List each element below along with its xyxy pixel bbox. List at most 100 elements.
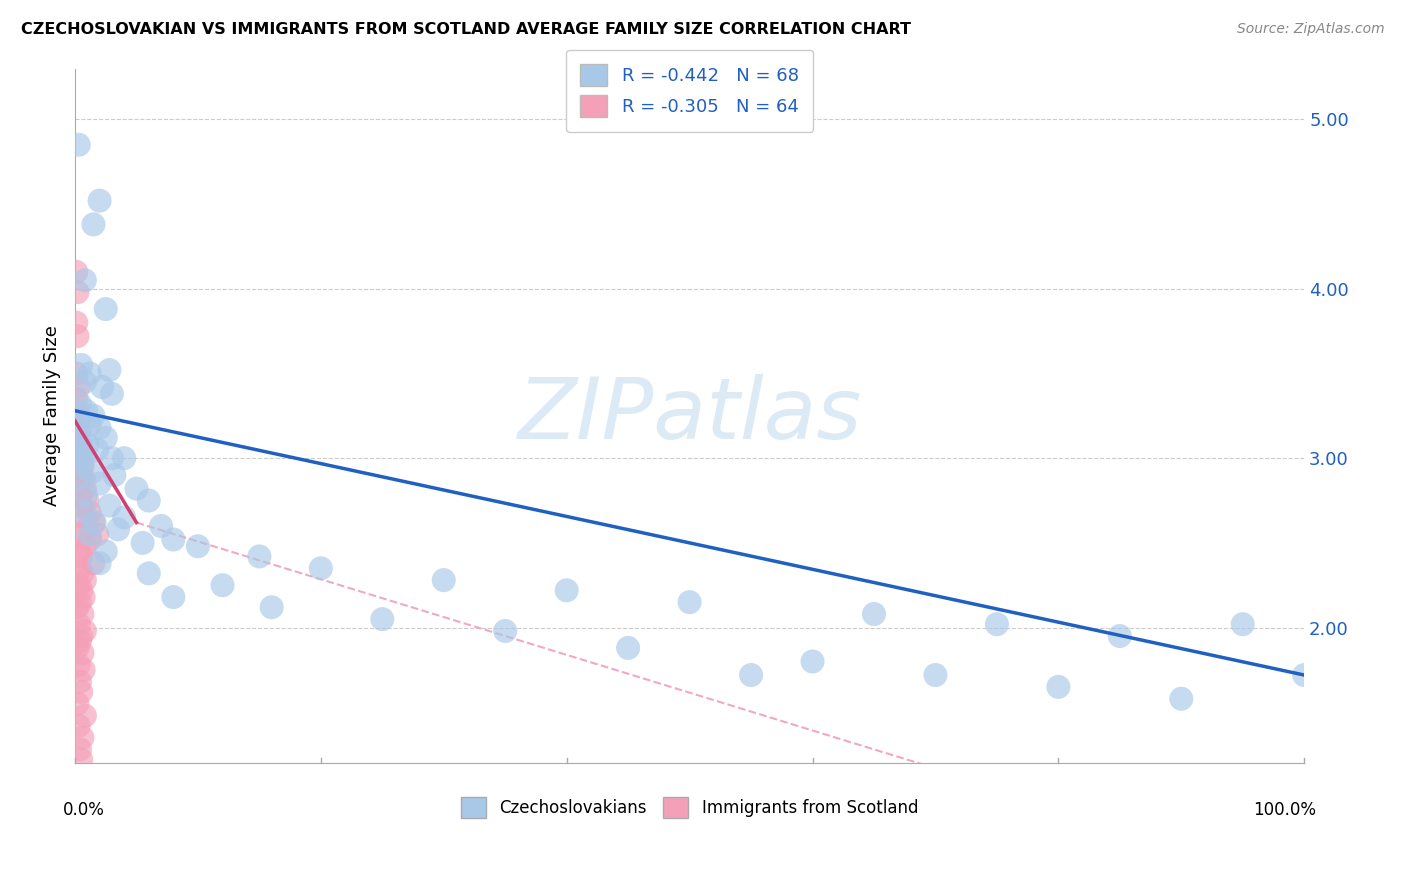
Point (69, 397, 91, 411)
Point (187, 539, 209, 553)
Point (89, 194, 111, 208)
Text: ZIPatlas: ZIPatlas (517, 375, 862, 458)
Text: CZECHOSLOVAKIAN VS IMMIGRANTS FROM SCOTLAND AVERAGE FAMILY SIZE CORRELATION CHAR: CZECHOSLOVAKIAN VS IMMIGRANTS FROM SCOTL… (21, 22, 911, 37)
Point (66, 285, 89, 300)
Point (66, 451, 89, 466)
Point (101, 386, 124, 401)
Point (112, 451, 135, 466)
Point (69, 488, 91, 502)
Point (1108, 629, 1130, 643)
Point (79, 527, 101, 541)
Point (94, 302, 117, 317)
Point (98, 363, 121, 377)
Point (65, 409, 87, 423)
Point (82, 409, 104, 423)
Point (67, 414, 90, 428)
Point (69, 468, 91, 483)
Point (73, 708, 96, 723)
Point (1170, 691, 1192, 706)
Point (67, 578, 90, 592)
Point (67, 137, 90, 152)
Point (65, 367, 87, 381)
Point (371, 612, 394, 626)
Point (138, 566, 160, 581)
Point (66, 329, 89, 343)
Point (89, 476, 111, 491)
Point (986, 617, 1008, 632)
Point (66, 697, 89, 711)
Point (72, 590, 94, 604)
Point (107, 522, 129, 536)
Point (260, 600, 283, 615)
Point (86, 442, 108, 457)
Point (70, 583, 93, 598)
Point (72, 451, 94, 466)
Point (69, 448, 91, 462)
Point (69, 634, 91, 648)
Point (94, 431, 117, 445)
Point (67, 719, 90, 733)
Point (67, 544, 90, 558)
Point (72, 471, 94, 485)
Point (1047, 680, 1070, 694)
Point (76, 437, 98, 451)
Point (73, 539, 96, 553)
Point (150, 519, 173, 533)
Point (66, 527, 89, 541)
Point (94, 544, 117, 558)
Point (79, 367, 101, 381)
Point (73, 375, 96, 389)
Point (67, 454, 90, 468)
Text: 100.0%: 100.0% (1254, 801, 1316, 820)
Point (73, 573, 96, 587)
Point (65, 465, 87, 479)
Point (70, 358, 93, 372)
Point (863, 607, 886, 621)
Point (73, 624, 96, 638)
Point (66, 420, 89, 434)
Point (70, 434, 93, 449)
Point (101, 451, 124, 466)
Point (75, 488, 97, 502)
Point (617, 640, 640, 655)
Point (86, 527, 108, 541)
Text: 0.0%: 0.0% (63, 801, 104, 820)
Point (924, 668, 946, 682)
Point (740, 668, 762, 682)
Point (82, 516, 104, 530)
Point (162, 533, 184, 547)
Point (66, 425, 89, 440)
Point (76, 493, 98, 508)
Point (678, 595, 700, 609)
Point (98, 499, 121, 513)
Point (67, 380, 90, 394)
Point (138, 493, 160, 508)
Point (73, 482, 96, 496)
Point (70, 499, 93, 513)
Point (67, 476, 90, 491)
Point (801, 655, 824, 669)
Point (66, 434, 89, 449)
Point (69, 595, 91, 609)
Point (69, 674, 91, 689)
Point (69, 442, 91, 457)
Point (247, 549, 270, 564)
Point (73, 273, 96, 287)
Point (83, 516, 105, 530)
Point (89, 420, 111, 434)
Point (67, 617, 90, 632)
Point (1294, 668, 1316, 682)
Point (65, 431, 87, 445)
Y-axis label: Average Family Size: Average Family Size (44, 326, 60, 507)
Point (91, 380, 114, 394)
Point (67, 657, 90, 672)
Point (79, 417, 101, 432)
Point (103, 468, 125, 483)
Text: Source: ZipAtlas.com: Source: ZipAtlas.com (1237, 22, 1385, 37)
Point (82, 556, 104, 570)
Point (82, 465, 104, 479)
Point (70, 753, 93, 767)
Point (72, 566, 94, 581)
Point (72, 459, 94, 474)
Point (494, 624, 516, 638)
